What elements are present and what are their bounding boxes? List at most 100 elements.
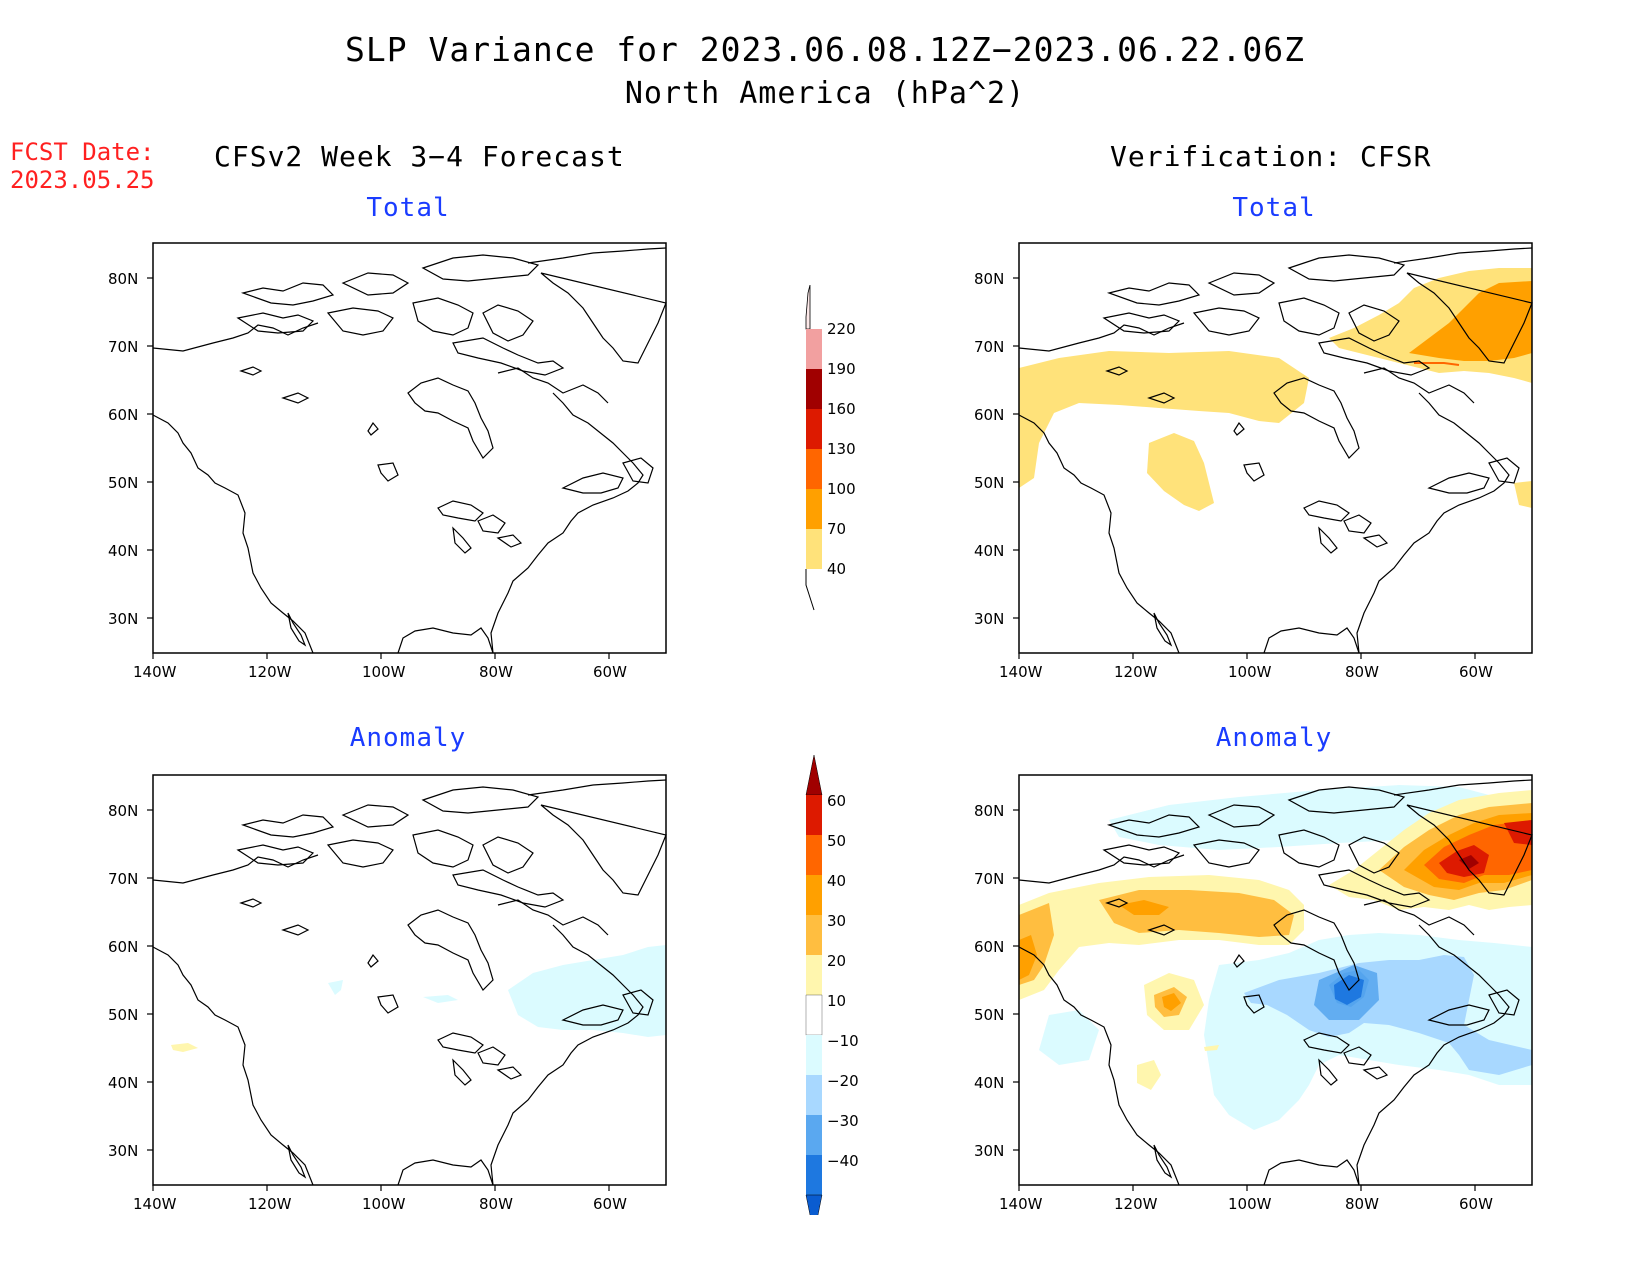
- colorbar-anomaly-cell: [806, 955, 822, 995]
- chart-title: SLP Variance for 2023.06.08.12Z−2023.06.…: [345, 30, 1305, 69]
- lon-label: 80W: [1345, 1195, 1379, 1213]
- colorbar-total-label: 220: [827, 320, 856, 338]
- lat-label: 50N: [108, 1006, 139, 1024]
- lon-label: 100W: [362, 663, 406, 681]
- lon-label: 100W: [362, 1195, 406, 1213]
- colorbar-anomaly-label: −10: [827, 1032, 859, 1050]
- verification-total-map: [1012, 242, 1533, 660]
- lat-label: 60N: [974, 938, 1005, 956]
- lat-label: 30N: [108, 1142, 139, 1160]
- colorbar-total-cell: [806, 369, 822, 409]
- lon-label: 80W: [479, 1195, 513, 1213]
- forecast-anomaly-map: [146, 774, 667, 1192]
- fcst-date-value: 2023.05.25: [10, 166, 155, 194]
- lat-label: 60N: [108, 406, 139, 424]
- colorbar-anomaly-cell: [806, 835, 822, 875]
- colorbar-anomaly-label: 30: [827, 912, 847, 930]
- colorbar-total: [805, 285, 822, 611]
- colorbar-anomaly-label: 60: [827, 792, 847, 810]
- verification-total-fills: [1019, 268, 1532, 511]
- panel-title-verification-total: Total: [1232, 193, 1316, 223]
- colorbar-anomaly-top-triangle: [805, 755, 823, 796]
- colorbar-total-label: 190: [827, 360, 856, 378]
- lat-label: 30N: [974, 610, 1005, 628]
- lat-label: 80N: [974, 270, 1005, 288]
- lat-label: 40N: [108, 542, 139, 560]
- panel-title-forecast-total: Total: [366, 193, 450, 223]
- colorbar-anomaly-label: −30: [827, 1112, 859, 1130]
- colorbar-anomaly: [805, 755, 823, 1215]
- colorbar-total-label: 70: [827, 520, 847, 538]
- lat-label: 70N: [974, 870, 1005, 888]
- lat-label: 50N: [974, 1006, 1005, 1024]
- lat-label: 40N: [108, 1074, 139, 1092]
- lon-label: 60W: [593, 663, 627, 681]
- lon-label: 140W: [133, 1195, 177, 1213]
- fcst-date-label: FCST Date:: [10, 138, 155, 166]
- lat-label: 30N: [974, 1142, 1005, 1160]
- lon-label: 60W: [1459, 1195, 1493, 1213]
- colorbar-total-label: 160: [827, 400, 856, 418]
- lon-label: 80W: [1345, 663, 1379, 681]
- lat-label: 70N: [108, 870, 139, 888]
- lon-label: 120W: [1114, 1195, 1158, 1213]
- lat-label: 40N: [974, 1074, 1005, 1092]
- lat-label: 80N: [108, 270, 139, 288]
- lat-label: 50N: [108, 474, 139, 492]
- forecast-anomaly-fills: [171, 945, 666, 1052]
- verification-anomaly-fills: [1019, 785, 1532, 1130]
- colorbar-total-cell: [806, 489, 822, 529]
- colorbar-anomaly-label: 10: [827, 992, 847, 1010]
- colorbar-anomaly-cell: [806, 915, 822, 955]
- colorbar-total-top-triangle: [805, 285, 811, 330]
- colorbar-anomaly-bottom-triangle: [805, 1194, 823, 1215]
- lon-label: 100W: [1228, 663, 1272, 681]
- colorbar-total-cell: [806, 449, 822, 489]
- colorbar-anomaly-cell: [806, 1035, 822, 1075]
- lon-label: 140W: [133, 663, 177, 681]
- lon-label: 140W: [999, 1195, 1043, 1213]
- colorbar-total-cell: [806, 329, 822, 369]
- fcst-date: FCST Date: 2023.05.25: [10, 138, 155, 194]
- colorbar-anomaly-cell: [806, 875, 822, 915]
- colorbar-total-label: 130: [827, 440, 856, 458]
- colorbar-anomaly-label: −20: [827, 1072, 859, 1090]
- lat-label: 60N: [974, 406, 1005, 424]
- lat-label: 30N: [108, 610, 139, 628]
- colorbar-anomaly-cell: [806, 1075, 822, 1115]
- colorbar-total-bottom-line: [805, 569, 815, 611]
- lon-label: 100W: [1228, 1195, 1272, 1213]
- lat-label: 70N: [974, 338, 1005, 356]
- verification-column-heading: Verification: CFSR: [1110, 140, 1432, 173]
- lat-label: 50N: [974, 474, 1005, 492]
- lon-label: 120W: [248, 663, 292, 681]
- colorbar-total-label: 100: [827, 480, 856, 498]
- verification-anomaly-map: [1012, 774, 1533, 1192]
- lat-label: 40N: [974, 542, 1005, 560]
- colorbar-total-cell: [806, 529, 822, 569]
- colorbar-total-label: 40: [827, 560, 847, 578]
- lat-label: 70N: [108, 338, 139, 356]
- colorbar-anomaly-label: −40: [827, 1152, 859, 1170]
- lon-label: 140W: [999, 663, 1043, 681]
- lon-label: 60W: [1459, 663, 1493, 681]
- colorbar-anomaly-cell: [806, 1155, 822, 1195]
- lat-label: 80N: [108, 802, 139, 820]
- colorbar-anomaly-cell: [805, 994, 823, 1036]
- chart-subtitle: North America (hPa^2): [624, 76, 1026, 111]
- lon-label: 80W: [479, 663, 513, 681]
- colorbar-total-cell: [806, 409, 822, 449]
- colorbar-anomaly-label: 20: [827, 952, 847, 970]
- lat-label: 60N: [108, 938, 139, 956]
- panel-title-forecast-anomaly: Anomaly: [349, 723, 467, 753]
- lat-label: 80N: [974, 802, 1005, 820]
- lon-label: 60W: [593, 1195, 627, 1213]
- colorbar-anomaly-label: 40: [827, 872, 847, 890]
- panel-title-verification-anomaly: Anomaly: [1215, 723, 1333, 753]
- colorbar-anomaly-label: 50: [827, 832, 847, 850]
- lon-label: 120W: [248, 1195, 292, 1213]
- forecast-total-map: [146, 242, 667, 660]
- colorbar-anomaly-cell: [806, 795, 822, 835]
- forecast-column-heading: CFSv2 Week 3−4 Forecast: [214, 140, 625, 173]
